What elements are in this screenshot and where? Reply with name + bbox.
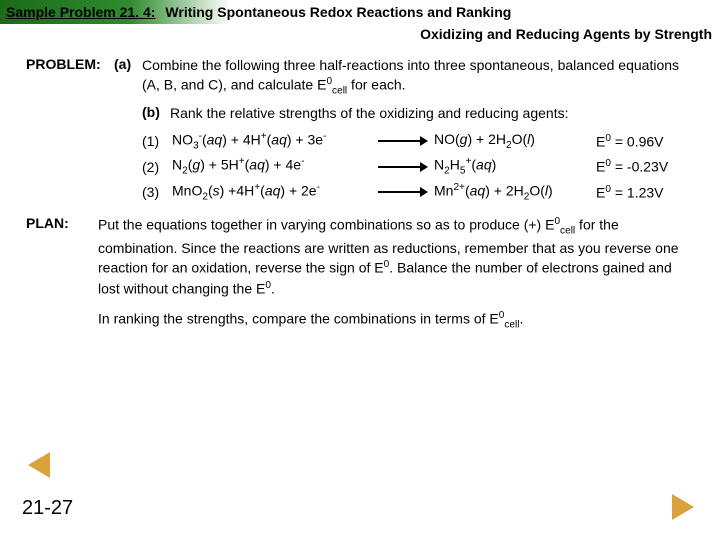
next-arrow-icon[interactable] [672,494,694,520]
equation-reactants: N2(g) + 5H+(aq) + 4e- [172,156,372,176]
header-subtitle: Oxidizing and Reducing Agents by Strengt… [0,24,720,50]
problem-label: PROBLEM: [26,56,114,98]
equation-potential: E0 = 1.23V [596,184,694,201]
part-b-label: (b) [142,104,170,123]
reaction-arrow-icon [378,136,428,146]
equation-row: (2)N2(g) + 5H+(aq) + 4e- N2H5+(aq)E0 = -0… [142,156,694,176]
plan-label: PLAN: [26,215,98,342]
plan-section: PLAN: Put the equations together in vary… [0,207,720,342]
equation-products: N2H5+(aq) [434,156,594,176]
prev-arrow-icon[interactable] [28,452,50,478]
page-number: 21-27 [22,497,73,520]
equation-products: Mn2+(aq) + 2H2O(l) [434,182,594,202]
header-title: Writing Spontaneous Redox Reactions and … [165,4,714,20]
part-a-label: (a) [114,56,142,98]
equation-row: (3)MnO2(s) +4H+(aq) + 2e- Mn2+(aq) + 2H2O… [142,182,694,202]
equation-number: (1) [142,133,172,149]
reaction-arrow-icon [378,187,428,197]
part-a-text: Combine the following three half-reactio… [142,56,694,98]
equation-potential: E0 = 0.96V [596,133,694,150]
header-bar: Sample Problem 21. 4: Writing Spontaneou… [0,0,720,24]
plan-paragraph-2: In ranking the strengths, compare the co… [98,309,694,333]
equation-products: NO(g) + 2H2O(l) [434,131,594,151]
plan-paragraph-1: Put the equations together in varying co… [98,215,694,299]
equation-reactants: MnO2(s) +4H+(aq) + 2e- [172,182,372,202]
equation-number: (2) [142,159,172,175]
equation-number: (3) [142,184,172,200]
sample-problem-label: Sample Problem 21. 4: [6,4,155,20]
reaction-arrow-icon [378,162,428,172]
plan-text: Put the equations together in varying co… [98,215,694,342]
part-b-text: Rank the relative strengths of the oxidi… [170,104,694,123]
problem-section: PROBLEM: (a) Combine the following three… [0,50,720,202]
equations-list: (1)NO3-(aq) + 4H+(aq) + 3e- NO(g) + 2H2O(… [26,131,694,202]
equation-potential: E0 = -0.23V [596,158,694,175]
equation-reactants: NO3-(aq) + 4H+(aq) + 3e- [172,131,372,151]
equation-row: (1)NO3-(aq) + 4H+(aq) + 3e- NO(g) + 2H2O(… [142,131,694,151]
